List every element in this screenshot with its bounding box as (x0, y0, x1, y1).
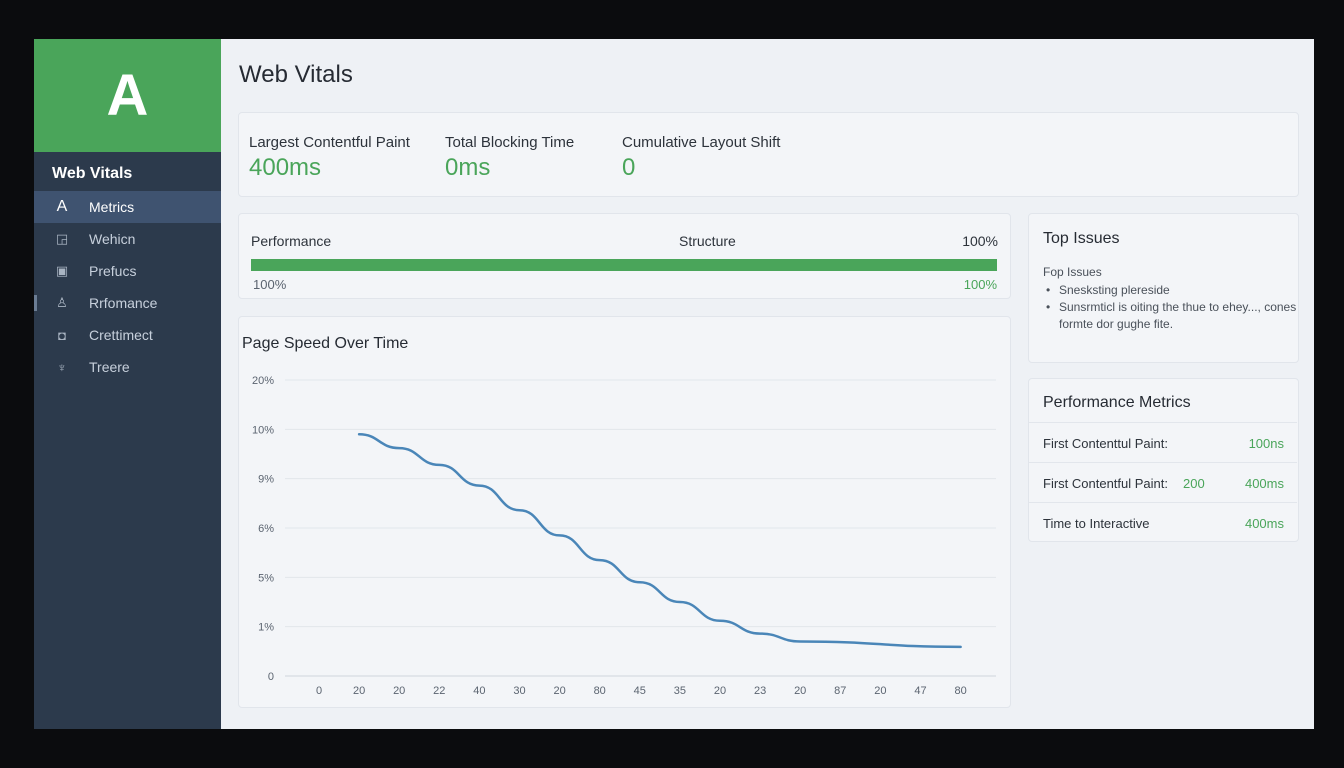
x-tick-label: 87 (834, 685, 846, 697)
x-tick-label: 80 (594, 685, 606, 697)
x-tick-label: 0 (316, 685, 322, 697)
y-tick-label: 5% (258, 572, 274, 584)
issue-item[interactable]: Snesksting plereside (1043, 282, 1299, 299)
line-chart: 0 1% 5% 6% 9% 10% 20% 0 20 20 22 40 30 20 80 45 35 20 23 20… (252, 375, 996, 697)
chart-icon: ◲ (55, 231, 69, 246)
kpi-label-cls: Cumulative Layout Shift (622, 134, 781, 151)
x-tick-label: 20 (794, 685, 806, 697)
structure-label: Structure (679, 233, 736, 249)
performance-max-label: 100% (963, 277, 997, 292)
sidebar-item-label: Prefucs (89, 263, 137, 279)
kpi-value-cls: 0 (622, 154, 636, 181)
user-icon: ♙ (56, 295, 68, 310)
x-tick-label: 20 (553, 685, 565, 697)
kpi-label-tbt: Total Blocking Time (445, 134, 575, 151)
performance-progress-fill (251, 259, 997, 271)
performance-percent: 100% (962, 233, 998, 249)
kpi-value-lcp: 400ms (249, 154, 322, 181)
metric-value: 400ms (1244, 476, 1284, 491)
x-tick-label: 30 (513, 685, 525, 697)
metric-value: 400ms (1244, 516, 1284, 531)
box-icon: ▣ (55, 263, 69, 278)
logo-letter: A (106, 63, 149, 128)
y-tick-label: 6% (258, 523, 274, 535)
main-content: Web Vitals Largest Contentful Paint 400m… (221, 39, 1314, 729)
sidebar-item-treere[interactable]: ♆ Treere (34, 351, 221, 383)
sidebar: A Web Vitals A Metrics ◲ Wehicn ▣ Prefuc… (34, 39, 221, 729)
app-window: A Web Vitals A Metrics ◲ Wehicn ▣ Prefuc… (34, 39, 1314, 729)
kpi-card: Largest Contentful Paint 400ms Total Blo… (238, 112, 1299, 197)
y-tick-label: 10% (252, 424, 274, 436)
y-tick-label: 0 (268, 671, 274, 683)
performance-min-label: 100% (253, 277, 287, 292)
sidebar-item-crettimect[interactable]: ◘ Crettimect (34, 319, 221, 351)
metric-row[interactable]: First Contenttul Paint: 100ns (1029, 422, 1297, 463)
selection-marker (34, 295, 37, 311)
sidebar-item-label: Metrics (89, 199, 135, 215)
metric-mid-value: 200 (1183, 476, 1205, 491)
sidebar-item-label: Treere (89, 359, 130, 375)
letter-a-icon: A (56, 198, 68, 215)
sidebar-title: Web Vitals (52, 165, 133, 182)
page-title: Web Vitals (239, 61, 353, 88)
metric-label: First Contentful Paint: (1043, 476, 1168, 491)
x-tick-label: 45 (634, 685, 646, 697)
performance-progress-bar (251, 259, 997, 271)
sidebar-item-metrics[interactable]: A Metrics (34, 191, 221, 223)
tree-icon: ♆ (57, 359, 67, 375)
sidebar-item-wehicn[interactable]: ◲ Wehicn (34, 223, 221, 255)
issue-item[interactable]: Sunsrmticl is oiting the thue to ehey...… (1043, 299, 1299, 333)
sidebar-nav: A Metrics ◲ Wehicn ▣ Prefucs ♙ Rrfomance… (34, 191, 221, 383)
chart-title: Page Speed Over Time (242, 335, 409, 352)
metric-value: 100ns (1248, 436, 1284, 451)
metric-label: Time to Interactive (1043, 516, 1150, 531)
series-line (357, 433, 962, 649)
performance-card: Performance Structure 100% 100% 100% (238, 213, 1011, 299)
x-tick-label: 20 (874, 685, 886, 697)
x-tick-label: 20 (353, 685, 365, 697)
sidebar-item-prefucs[interactable]: ▣ Prefucs (34, 255, 221, 287)
top-issues-subtitle: Fop Issues (1043, 265, 1102, 279)
sidebar-item-rrfomance[interactable]: ♙ Rrfomance (34, 287, 221, 319)
sidebar-item-label: Wehicn (89, 231, 136, 247)
top-issues-title: Top Issues (1043, 230, 1120, 247)
x-tick-label: 47 (914, 685, 926, 697)
x-tick-label: 20 (714, 685, 726, 697)
performance-metrics-card: Performance Metrics First Contenttul Pai… (1028, 378, 1299, 542)
y-tick-label: 1% (258, 622, 274, 634)
top-issues-list: Snesksting plereside Sunsrmticl is oitin… (1043, 282, 1299, 333)
metric-label: First Contenttul Paint: (1043, 436, 1168, 451)
y-tick-label: 9% (258, 474, 274, 486)
x-tick-label: 80 (954, 685, 966, 697)
performance-label: Performance (251, 233, 332, 249)
x-tick-label: 22 (433, 685, 445, 697)
kpi-label-lcp: Largest Contentful Paint (249, 134, 410, 151)
shield-icon: ◘ (58, 327, 66, 343)
top-issues-card: Top Issues Fop Issues Snesksting pleresi… (1028, 213, 1299, 363)
performance-metrics-title: Performance Metrics (1043, 394, 1191, 411)
x-tick-label: 35 (674, 685, 686, 697)
chart-card: Page Speed Over Time 0 1% 5% 6% 9% 10% 20% 0 20 2… (238, 316, 1011, 708)
metric-row[interactable]: First Contentful Paint: 200 400ms (1029, 462, 1297, 503)
x-tick-label: 20 (393, 685, 405, 697)
kpi-value-tbt: 0ms (445, 154, 491, 181)
app-logo[interactable]: A (34, 39, 221, 152)
x-tick-label: 23 (754, 685, 766, 697)
metric-row[interactable]: Time to Interactive 400ms (1029, 502, 1297, 543)
x-tick-label: 40 (473, 685, 485, 697)
sidebar-item-label: Crettimect (89, 327, 153, 343)
y-tick-label: 20% (252, 375, 274, 387)
sidebar-item-label: Rrfomance (89, 295, 158, 311)
